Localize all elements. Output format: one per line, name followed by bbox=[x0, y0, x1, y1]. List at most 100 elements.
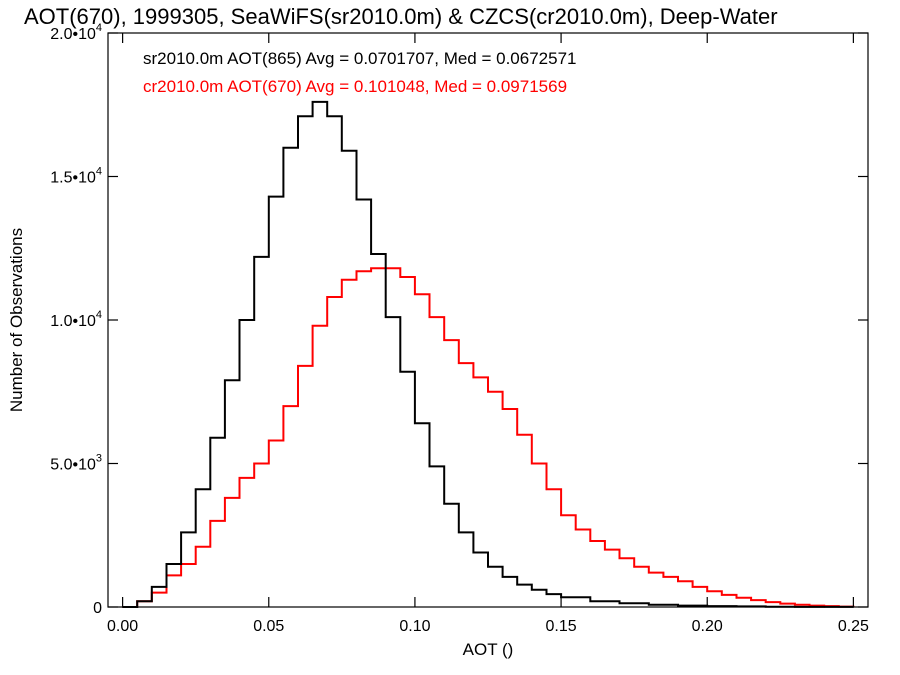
series-0-point bbox=[399, 370, 402, 373]
series-0-point bbox=[151, 586, 153, 588]
series-1-point bbox=[706, 590, 709, 593]
series-line-0 bbox=[122, 100, 854, 608]
series-line-1 bbox=[122, 267, 855, 608]
y-tick-exponent: 4 bbox=[96, 22, 102, 34]
series-1-point bbox=[472, 376, 475, 379]
series-1-point bbox=[764, 601, 767, 603]
y-tick-mantissa: 1.5•10 bbox=[50, 170, 96, 187]
series-1-point bbox=[691, 586, 694, 588]
series-1-point bbox=[297, 365, 299, 367]
series-0-point bbox=[487, 566, 489, 568]
series-0-point bbox=[618, 602, 621, 605]
series-0-point bbox=[282, 147, 285, 149]
series-0-point bbox=[428, 465, 431, 468]
series-0-point bbox=[224, 379, 226, 382]
series-1-point bbox=[194, 545, 197, 548]
series-0-point bbox=[457, 531, 460, 534]
series-1-point bbox=[224, 497, 226, 499]
series-0-point bbox=[238, 319, 241, 321]
series-0-point bbox=[677, 604, 679, 607]
series-1-point bbox=[428, 316, 431, 318]
series-0-point bbox=[531, 588, 533, 591]
series-1-point bbox=[721, 594, 723, 596]
series-1-point bbox=[618, 557, 621, 560]
legend: sr2010.0m AOT(865) Avg = 0.0701707, Med … bbox=[143, 49, 577, 96]
y-tick-mantissa: 2.0•10 bbox=[50, 26, 96, 43]
series-0-point bbox=[311, 101, 314, 103]
series-0-point bbox=[516, 583, 519, 586]
series-1-point bbox=[531, 462, 533, 465]
series-1-point bbox=[545, 488, 548, 491]
series-1-point bbox=[282, 405, 285, 407]
y-tick-label: 1.5•104 bbox=[50, 166, 102, 187]
y-tick-mantissa: 0 bbox=[93, 600, 102, 617]
series-0-point bbox=[545, 593, 548, 595]
series-1-point bbox=[574, 528, 577, 531]
series-1-point bbox=[457, 362, 460, 364]
y-tick-mantissa: 1.0•10 bbox=[50, 313, 96, 330]
series-0-point bbox=[370, 253, 372, 255]
x-tick-label: 0.05 bbox=[253, 618, 284, 635]
x-tick-label: 0.20 bbox=[692, 618, 723, 635]
series-0-point bbox=[326, 115, 329, 118]
x-tick-label: 0.10 bbox=[399, 618, 430, 635]
series-1-point bbox=[238, 477, 241, 479]
series-1-point bbox=[735, 597, 738, 599]
x-tick-label: 0.15 bbox=[546, 618, 577, 635]
series-1-point bbox=[589, 540, 592, 542]
series-0-point bbox=[501, 576, 504, 578]
series-0-point bbox=[253, 256, 255, 258]
series-0-point bbox=[589, 600, 592, 603]
legend-entry-0: sr2010.0m AOT(865) Avg = 0.0701707, Med … bbox=[143, 49, 577, 68]
series-0-point bbox=[647, 603, 650, 606]
series-1-point bbox=[560, 514, 562, 516]
series-1-point bbox=[311, 324, 314, 327]
series-1-point bbox=[399, 276, 402, 278]
y-tick-exponent: 3 bbox=[96, 453, 102, 465]
series-0-point bbox=[384, 316, 387, 318]
y-tick-label: 2.0•104 bbox=[50, 22, 102, 43]
x-tick-label: 0.00 bbox=[107, 618, 138, 635]
y-tick-exponent: 4 bbox=[96, 166, 102, 178]
series-0-point bbox=[165, 563, 168, 565]
legend-entry-1: cr2010.0m AOT(670) Avg = 0.101048, Med =… bbox=[143, 77, 567, 96]
series-1-point bbox=[794, 603, 796, 606]
series-0-point bbox=[194, 488, 197, 491]
x-axis: 0.00 0.05 0.10 0.15 0.20 0.25 bbox=[107, 33, 869, 635]
series-1-point bbox=[355, 270, 358, 273]
series-1-point bbox=[662, 576, 665, 578]
y-tick-mantissa: 5.0•10 bbox=[50, 457, 96, 474]
y-tick-exponent: 4 bbox=[96, 309, 102, 321]
series-1-point bbox=[647, 571, 650, 574]
series-0-point bbox=[341, 149, 343, 152]
series-0-point bbox=[136, 600, 139, 603]
series-1-point bbox=[253, 462, 255, 465]
series-1-point bbox=[487, 390, 489, 393]
series-1-point bbox=[443, 339, 445, 341]
series-1-point bbox=[604, 548, 606, 551]
x-tick-label: 0.25 bbox=[838, 618, 869, 635]
series-1-point bbox=[677, 580, 679, 582]
series-0-point bbox=[209, 436, 212, 439]
y-tick-label: 1.0•104 bbox=[50, 309, 102, 330]
series-1-point bbox=[779, 602, 782, 605]
series-layer bbox=[121, 100, 855, 608]
series-1-point bbox=[326, 296, 329, 298]
series-1-point bbox=[750, 599, 752, 601]
series-1-point bbox=[267, 439, 270, 442]
series-0-point bbox=[355, 198, 358, 201]
series-1-point bbox=[209, 520, 212, 522]
y-tick-label: 0 bbox=[93, 600, 102, 617]
series-0-point bbox=[267, 195, 270, 198]
series-1-point bbox=[341, 279, 343, 281]
y-axis-label: Number of Observations bbox=[7, 228, 26, 412]
series-0-point bbox=[472, 551, 475, 554]
series-0-point bbox=[297, 115, 299, 118]
chart-title: AOT(670), 1999305, SeaWiFS(sr2010.0m) & … bbox=[24, 4, 778, 29]
y-tick-label: 5.0•103 bbox=[50, 453, 102, 474]
series-1-point bbox=[501, 408, 504, 410]
series-0-point bbox=[180, 531, 182, 534]
x-axis-label: AOT () bbox=[463, 640, 514, 659]
